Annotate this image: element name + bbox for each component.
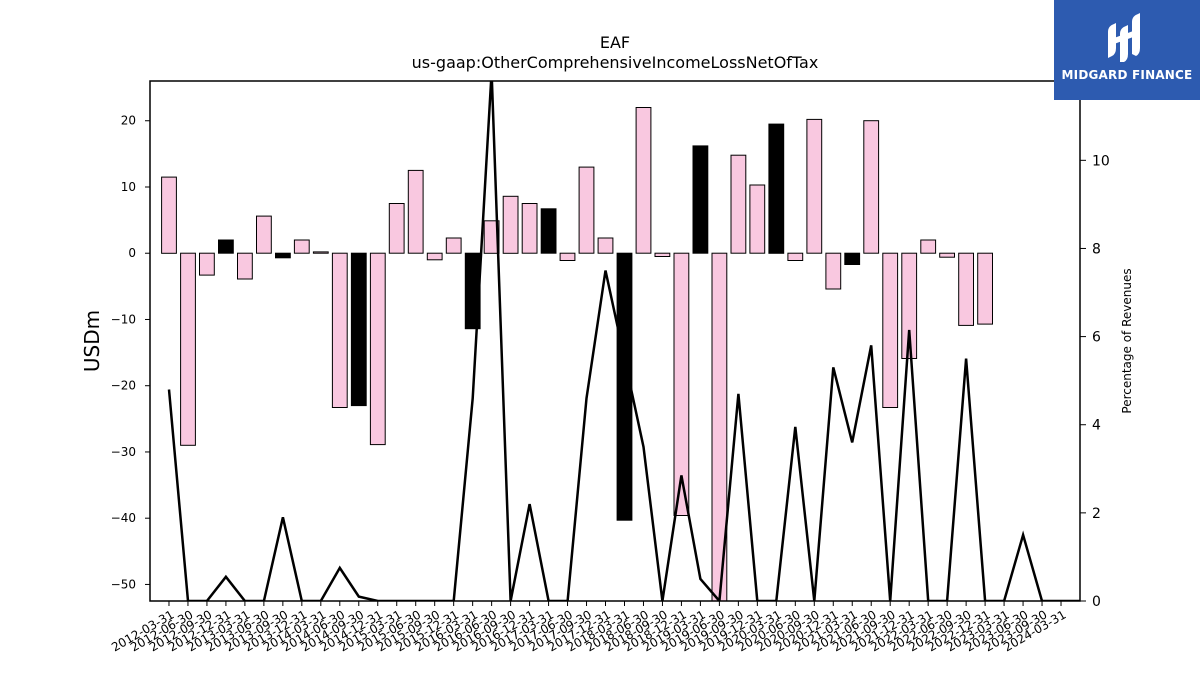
- midgard-logo-icon: [1108, 13, 1140, 62]
- bar: [977, 252, 994, 325]
- y-tick-label: −10: [111, 312, 136, 326]
- bar: [445, 237, 462, 254]
- y-tick-label: 0: [128, 246, 136, 260]
- bar: [616, 252, 633, 521]
- bar: [844, 252, 861, 265]
- bar: [407, 169, 424, 254]
- bar: [768, 123, 785, 254]
- y2-tick-label: 0: [1092, 594, 1101, 610]
- bars-group: [161, 107, 994, 602]
- bar: [825, 252, 842, 290]
- bar: [369, 252, 386, 446]
- bar: [521, 203, 538, 254]
- bar: [749, 184, 766, 254]
- bar: [256, 215, 272, 254]
- y-axis-label: USDm: [80, 310, 104, 372]
- bar: [673, 252, 690, 516]
- bar: [692, 145, 709, 254]
- bar: [388, 203, 405, 254]
- y-tick-label: −30: [111, 445, 136, 459]
- bar: [597, 237, 614, 254]
- x-axis: 2012-03-312012-06-302012-09-302012-12-31…: [109, 601, 1069, 654]
- bar: [559, 252, 576, 261]
- y-tick-label: 20: [121, 114, 136, 128]
- y2-tick-label: 8: [1092, 241, 1101, 257]
- bar: [901, 252, 918, 359]
- y2-tick-label: 2: [1092, 506, 1101, 522]
- bar: [218, 239, 234, 254]
- chart-title: EAF: [600, 33, 630, 52]
- y-tick-label: −50: [111, 577, 136, 591]
- bar: [502, 195, 519, 254]
- line-group: [167, 81, 1080, 601]
- bar: [654, 252, 671, 257]
- percentage-line: [167, 81, 1080, 601]
- bar: [787, 252, 804, 261]
- bar: [483, 220, 500, 254]
- bar: [350, 252, 367, 407]
- y2-axis-label: Percentage of Revenues: [1120, 268, 1134, 413]
- bar: [939, 252, 956, 258]
- bar: [293, 239, 310, 254]
- bar: [275, 252, 291, 259]
- bar: [237, 252, 253, 280]
- y-tick-label: −40: [111, 511, 136, 525]
- y2-tick-label: 6: [1092, 330, 1101, 346]
- y2-tick-label: 10: [1092, 153, 1110, 169]
- bar: [863, 120, 880, 254]
- bar: [882, 252, 899, 408]
- bar: [180, 252, 196, 446]
- y-axis-right: 0 2 4 6 8 10: [1080, 153, 1110, 610]
- brand-logo: MIDGARD FINANCE: [1054, 0, 1200, 100]
- bar: [540, 208, 557, 254]
- bar: [920, 239, 937, 254]
- bar: [730, 154, 747, 254]
- bar: [199, 252, 215, 276]
- brand-name: MIDGARD FINANCE: [1061, 68, 1193, 82]
- bar: [806, 118, 823, 254]
- plot-frame: [149, 80, 1081, 602]
- bar: [578, 166, 595, 254]
- y2-tick-label: 4: [1092, 418, 1101, 434]
- chart-subtitle: us-gaap:OtherComprehensiveIncomeLossNetO…: [412, 53, 819, 72]
- bar: [958, 252, 975, 326]
- y-tick-label: 10: [121, 180, 136, 194]
- y-axis-left: −50 −40 −30 −20 −10 0 10 20: [111, 114, 150, 591]
- bar: [426, 252, 443, 261]
- y-tick-label: −20: [111, 379, 136, 393]
- bar: [331, 252, 348, 408]
- bar: [635, 107, 652, 254]
- bar: [312, 251, 329, 254]
- bar: [161, 176, 177, 254]
